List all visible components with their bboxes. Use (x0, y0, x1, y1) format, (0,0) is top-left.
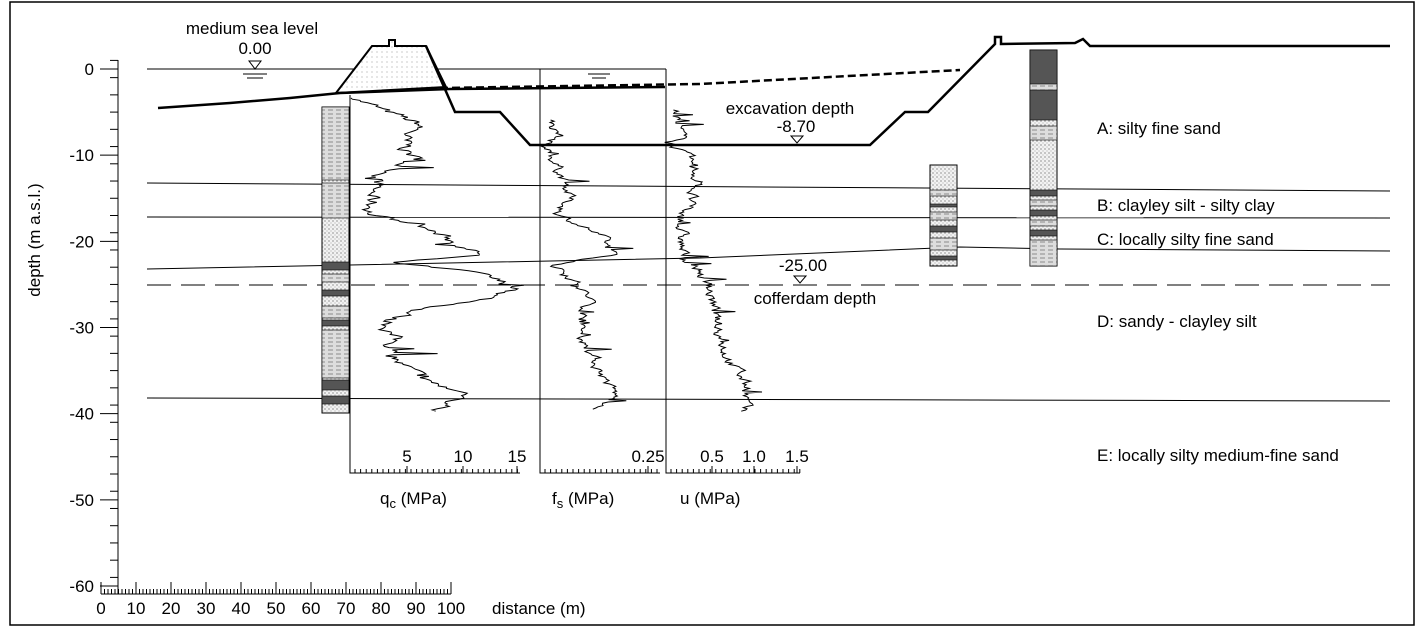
y-tick-label: -20 (69, 232, 94, 251)
cpt-trace (540, 119, 634, 410)
borehole-band (1029, 199, 1058, 207)
y-axis-label: depth (m a.s.l.) (25, 183, 44, 296)
panel-subscript: c (389, 496, 396, 511)
borehole-band (929, 237, 958, 251)
annotation: medium sea level (186, 19, 318, 38)
y-tick-label: -40 (69, 405, 94, 424)
borehole-band (929, 189, 958, 197)
x-tick-label: 0 (96, 599, 105, 618)
x-tick-label: 100 (437, 599, 465, 618)
panel-symbol: q (380, 489, 389, 508)
panel-label: fs (MPa) (552, 489, 614, 511)
borehole-band (1029, 209, 1058, 217)
x-tick-label: 50 (267, 599, 286, 618)
borehole-band (321, 319, 350, 327)
panel-tick-label: 5 (402, 447, 411, 466)
panel-tick-label: 1.5 (785, 447, 809, 466)
annotation: -8.70 (777, 117, 816, 136)
borehole-band (321, 273, 350, 283)
borehole-band (1029, 189, 1058, 197)
x-tick-label: 20 (162, 599, 181, 618)
borehole-band (929, 203, 958, 208)
borehole-band (321, 289, 350, 297)
panel-unit: (MPa) (563, 489, 614, 508)
borehole-band (1029, 83, 1058, 91)
panel-tick-label: 10 (454, 447, 473, 466)
borehole-band (1029, 239, 1058, 267)
panel-labels: qc (MPa) 5 10 15 fs (MPa) 0.25 u (MPa) 0.5 1.0 1.… (354, 447, 809, 511)
x-axis-label: distance (m) (492, 599, 586, 618)
borehole-band (929, 211, 958, 221)
panel-label: qc (MPa) (380, 489, 447, 511)
layer-labels: A: silty fine sand B: clayley silt - silt… (1097, 119, 1339, 465)
x-tick-label: 90 (407, 599, 426, 618)
annotation: 0.00 (238, 39, 271, 58)
y-tick-label: -10 (69, 146, 94, 165)
panel-tick-label: 15 (508, 447, 527, 466)
layer-label: C: locally silty fine sand (1097, 230, 1274, 249)
cpt-trace (664, 109, 763, 412)
annotation: excavation depth (726, 99, 855, 118)
water-symbols (243, 60, 808, 284)
x-tick-label: 70 (337, 599, 356, 618)
y-tick-label: -50 (69, 491, 94, 510)
borehole-band (1029, 229, 1058, 237)
borehole-band (321, 379, 350, 391)
ground-profile (157, 35, 1390, 147)
borehole-band (321, 106, 350, 181)
borehole-band (929, 225, 958, 233)
boreholes (321, 49, 1058, 414)
annotation: -25.00 (779, 256, 827, 275)
x-tick-label: 60 (302, 599, 321, 618)
y-tick-label: -30 (69, 319, 94, 338)
panel-unit: (MPa) (396, 489, 447, 508)
layer-label: E: locally silty medium-fine sand (1097, 446, 1339, 465)
borehole-band (1029, 125, 1058, 141)
frame (9, 1, 1415, 626)
panel-label: u (MPa) (680, 489, 740, 508)
layer-label: A: silty fine sand (1097, 119, 1221, 138)
layer-boundaries (146, 68, 1391, 402)
panel-symbol: f (552, 489, 557, 508)
layer-label: B: clayley silt - silty clay (1097, 196, 1275, 215)
panel-subscript: s (557, 496, 564, 511)
borehole-band (321, 329, 350, 379)
layer-label: D: sandy - clayley silt (1097, 312, 1257, 331)
y-tick-label: -60 (69, 577, 94, 596)
borehole-band (1029, 219, 1058, 227)
panel-tick-label: 0.25 (631, 447, 664, 466)
panel-symbol: u (680, 489, 689, 508)
borehole-band (929, 255, 958, 261)
panel-tick-label: 0.5 (700, 447, 724, 466)
panel-unit: (MPa) (689, 489, 740, 508)
cpt-trace (350, 97, 524, 412)
annotation: cofferdam depth (754, 289, 877, 308)
x-tick-label: 40 (232, 599, 251, 618)
borehole-band (321, 182, 350, 219)
borehole-band (321, 261, 350, 271)
borehole-band (321, 395, 350, 405)
borehole-band (321, 305, 350, 319)
y-tick-label: 0 (85, 60, 94, 79)
x-tick-label: 10 (127, 599, 146, 618)
axes: 0-10-20-30-40-50-600 10 20 30 40 50 60 70 80 90 10… (69, 59, 465, 618)
x-tick-label: 80 (372, 599, 391, 618)
cpt-traces (350, 97, 763, 412)
x-tick-label: 30 (197, 599, 216, 618)
panel-tick-label: 1.0 (742, 447, 766, 466)
